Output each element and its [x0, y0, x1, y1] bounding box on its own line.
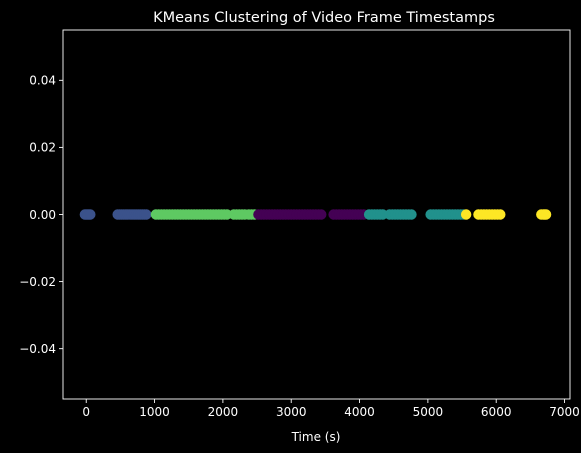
x-tick-label: 7000 — [549, 405, 580, 419]
x-tick-label: 1000 — [139, 405, 170, 419]
x-tick-label: 6000 — [481, 405, 512, 419]
data-point — [495, 209, 506, 220]
data-point — [460, 209, 472, 220]
y-tick-label: −0.02 — [19, 275, 56, 289]
y-tick-label: 0.04 — [29, 74, 56, 88]
x-axis-label: Time (s) — [291, 430, 341, 444]
y-tick-label: −0.04 — [19, 342, 56, 356]
y-axis: 0.04 0.02 0.00 −0.02 −0.04 — [19, 74, 63, 356]
data-points — [79, 209, 552, 220]
y-tick-label: 0.02 — [29, 141, 56, 155]
x-tick-label: 3000 — [276, 405, 307, 419]
data-point — [406, 209, 417, 220]
data-point — [141, 209, 152, 220]
chart-title: KMeans Clustering of Video Frame Timesta… — [153, 10, 495, 26]
data-point — [540, 209, 552, 220]
x-tick-label: 0 — [82, 405, 90, 419]
data-point — [85, 209, 96, 220]
x-axis: 0 1000 2000 3000 4000 5000 6000 7000 — [82, 399, 580, 419]
data-point — [316, 209, 327, 220]
x-tick-label: 4000 — [344, 405, 375, 419]
y-tick-label: 0.00 — [29, 208, 56, 222]
x-tick-label: 2000 — [208, 405, 239, 419]
x-tick-label: 5000 — [413, 405, 444, 419]
